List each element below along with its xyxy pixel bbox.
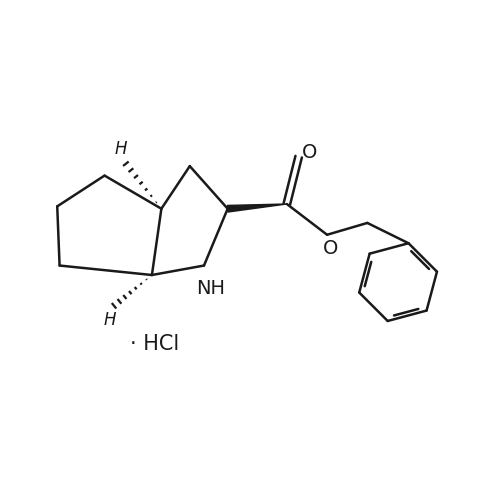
Text: H: H <box>103 311 115 330</box>
Text: · HCl: · HCl <box>130 334 179 354</box>
Text: O: O <box>301 143 317 162</box>
Polygon shape <box>228 204 287 212</box>
Text: NH: NH <box>196 279 226 298</box>
Text: H: H <box>115 140 127 158</box>
Text: O: O <box>323 240 339 259</box>
